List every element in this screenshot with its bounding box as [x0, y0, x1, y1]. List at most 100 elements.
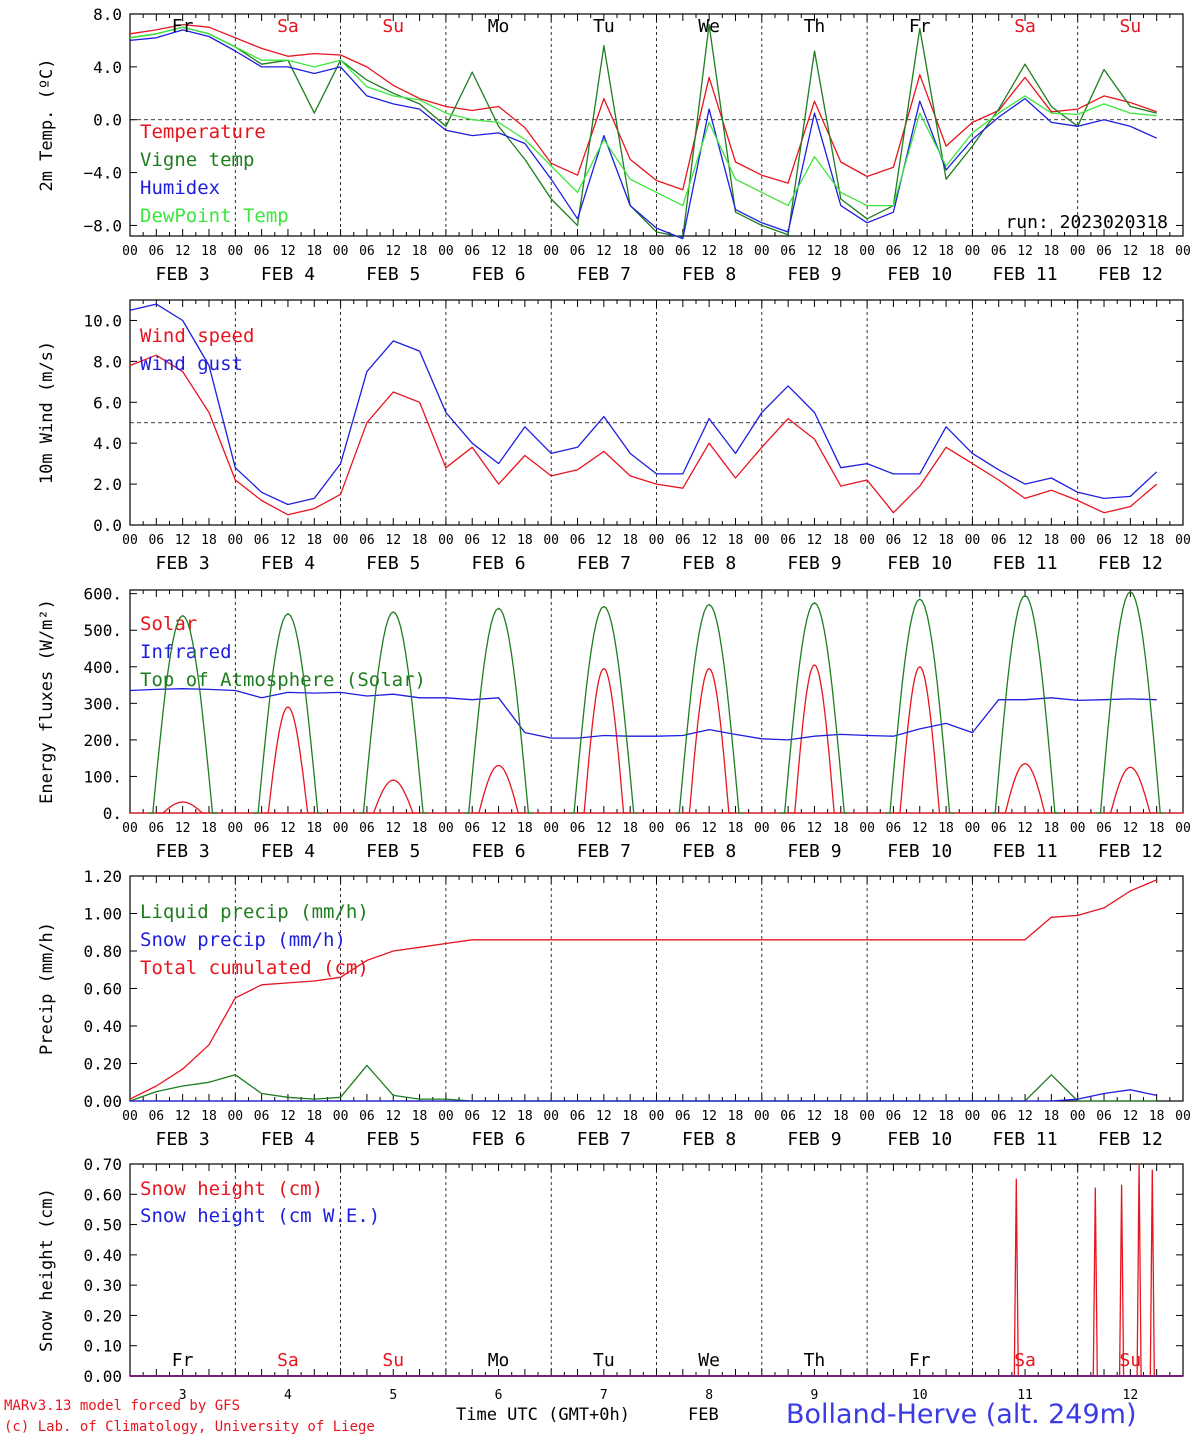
x-hour-label: 00: [859, 821, 875, 836]
x-hour-label: 12: [701, 1109, 717, 1124]
x-hour-label: 06: [675, 1109, 691, 1124]
x-hour-label: 00: [649, 533, 665, 548]
x-hour-label: 06: [675, 533, 691, 548]
x-date-label: FEB 7: [577, 841, 631, 862]
x-hour-label: 12: [701, 244, 717, 259]
x-hour-label: 12: [280, 533, 296, 548]
x-hour-label: 06: [991, 533, 1007, 548]
x-hour-label: 12: [807, 821, 823, 836]
x-hour-label: 06: [570, 821, 586, 836]
x-hour-label: 12: [1017, 244, 1033, 259]
x-date-label: FEB 5: [366, 1129, 420, 1150]
x-hour-label: 06: [464, 821, 480, 836]
day-name: Su: [1120, 16, 1142, 37]
x-date-label: FEB 12: [1098, 264, 1163, 285]
x-day-number: 8: [705, 1388, 713, 1403]
x-hour-label: 06: [570, 533, 586, 548]
x-hour-label: 18: [938, 533, 954, 548]
y-tick-label: 8.0: [93, 5, 122, 24]
x-hour-label: 06: [780, 533, 796, 548]
y-tick-label: 10.0: [83, 311, 122, 330]
x-hour-label: 00: [438, 1109, 454, 1124]
x-date-label: FEB 6: [471, 841, 525, 862]
x-day-number: 9: [811, 1388, 819, 1403]
x-hour-label: 06: [254, 1109, 270, 1124]
x-day-number: 6: [495, 1388, 503, 1403]
x-hour-label: 06: [886, 533, 902, 548]
x-hour-label: 18: [306, 533, 322, 548]
series-line-temperature: [129, 23, 1157, 191]
x-hour-label: 00: [122, 1109, 138, 1124]
legend-entry: Snow height (cm): [140, 1178, 323, 1200]
day-name: Su: [382, 1350, 404, 1371]
x-hour-label: 00: [438, 821, 454, 836]
series-line-total-cumulated-cm-: [129, 879, 1157, 1100]
x-hour-label: 18: [1044, 244, 1060, 259]
x-hour-label: 00: [754, 533, 770, 548]
x-date-label: FEB 11: [993, 264, 1058, 285]
x-hour-label: 06: [675, 821, 691, 836]
x-hour-label: 12: [1123, 1109, 1139, 1124]
x-date-label: FEB 8: [682, 553, 736, 574]
x-hour-label: 18: [201, 533, 217, 548]
x-date-label: FEB 3: [156, 841, 210, 862]
x-hour-label: 06: [464, 533, 480, 548]
x-date-label: FEB 6: [471, 553, 525, 574]
x-hour-label: 12: [175, 533, 191, 548]
day-name: We: [698, 1350, 720, 1371]
x-hour-label: 18: [622, 1109, 638, 1124]
x-hour-label: 00: [859, 1109, 875, 1124]
day-name: Sa: [1014, 16, 1036, 37]
x-hour-label: 18: [833, 1109, 849, 1124]
series-line-liquid-precip-mm-h-: [129, 1064, 1157, 1102]
y-tick-label: 0.20: [83, 1306, 122, 1325]
x-hour-label: 06: [886, 244, 902, 259]
x-hour-label: 12: [280, 244, 296, 259]
x-hour-label: 18: [412, 533, 428, 548]
x-hour-label: 00: [543, 533, 559, 548]
x-hour-label: 00: [649, 244, 665, 259]
run-annotation: run: 2023020318: [1005, 212, 1168, 233]
x-day-number: 3: [179, 1388, 187, 1403]
x-hour-label: 06: [254, 533, 270, 548]
series-line-solar: [158, 664, 1155, 814]
x-date-label: FEB 12: [1098, 553, 1163, 574]
x-hour-label: 00: [754, 1109, 770, 1124]
x-hour-label: 06: [148, 244, 164, 259]
x-hour-label: 18: [728, 821, 744, 836]
x-hour-label: 18: [1149, 821, 1165, 836]
x-hour-label: 00: [649, 821, 665, 836]
x-hour-label: 18: [1044, 1109, 1060, 1124]
x-hour-label: 18: [833, 821, 849, 836]
x-date-label: FEB 4: [261, 264, 315, 285]
series-line-infrared: [129, 688, 1157, 741]
x-hour-label: 18: [622, 533, 638, 548]
x-hour-label: 00: [333, 821, 349, 836]
x-hour-label: 18: [622, 821, 638, 836]
x-hour-label: 06: [148, 533, 164, 548]
x-date-label: FEB 12: [1098, 841, 1163, 862]
x-hour-label: 18: [728, 533, 744, 548]
x-hour-label: 00: [227, 1109, 243, 1124]
x-hour-label: 12: [807, 1109, 823, 1124]
y-tick-label: 0.70: [83, 1155, 122, 1174]
series-line-wind-gust: [129, 303, 1158, 506]
legend-entry: Solar: [140, 613, 197, 635]
x-hour-label: 12: [1017, 821, 1033, 836]
y-tick-label: 0.50: [83, 1216, 122, 1235]
x-hour-label: 12: [596, 1109, 612, 1124]
x-date-label: FEB 6: [471, 1129, 525, 1150]
x-date-label: FEB 12: [1098, 1129, 1163, 1150]
x-hour-label: 18: [833, 244, 849, 259]
series-line-humidex: [129, 29, 1157, 240]
x-hour-label: 12: [701, 821, 717, 836]
x-date-label: FEB 7: [577, 553, 631, 574]
x-hour-label: 12: [1123, 244, 1139, 259]
x-hour-label: 18: [1149, 244, 1165, 259]
y-tick-label: 8.0: [93, 352, 122, 371]
y-tick-label: 0.: [103, 804, 122, 823]
legend-entry: Top of Atmosphere (Solar): [140, 669, 426, 691]
day-name: Tu: [593, 16, 615, 37]
x-date-label: FEB 4: [261, 553, 315, 574]
x-date-label: FEB 8: [682, 1129, 736, 1150]
